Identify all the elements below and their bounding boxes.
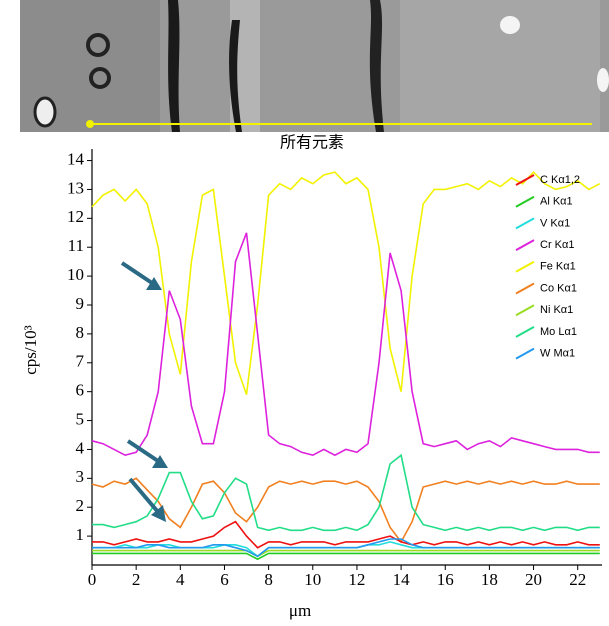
x-tick-label: 18 [481,570,498,589]
y-tick-label: 1 [76,525,85,544]
legend-label: Cr Kα1 [540,239,574,251]
series-line [92,453,600,532]
arrow [126,439,168,468]
chart-title: 所有元素 [280,133,344,152]
legend-swatch [515,326,535,338]
legend-swatch [515,217,535,230]
legend-label: Ni Kα1 [540,304,573,316]
y-tick-label: 10 [67,265,84,284]
y-tick-label: 2 [76,496,85,515]
micrograph-pore [86,33,110,57]
x-tick-label: 4 [176,570,185,589]
micrograph-particle [597,68,609,92]
x-tick-label: 0 [88,570,97,589]
y-tick-label: 3 [76,467,85,486]
arrow [128,477,166,522]
y-tick-label: 14 [67,149,85,168]
legend-label: C Kα1,2 [540,174,580,186]
x-tick-label: 14 [393,570,411,589]
x-tick-label: 22 [569,570,586,589]
y-tick-label: 12 [67,207,84,226]
micrograph-boundary [369,0,384,132]
legend-swatch [515,347,535,360]
x-tick-label: 20 [525,570,542,589]
legend-label: V Kα1 [540,217,570,229]
series-line [92,538,600,558]
legend-label: Co Kα1 [540,282,577,294]
annotations [120,261,168,522]
x-tick-label: 16 [437,570,454,589]
series-line [92,552,600,561]
series-line [91,170,601,395]
x-tick-label: 6 [220,570,229,589]
y-tick-label: 6 [76,381,85,400]
legend-label: Fe Kα1 [540,261,576,273]
legend-label: Mo Lα1 [540,326,577,338]
legend-swatch [515,239,535,251]
arrow [120,261,162,290]
micrograph-region [400,0,600,132]
y-tick-label: 8 [76,323,85,342]
legend: C Kα1,2 Al Kα1 V Kα1 Cr Kα1 Fe Kα1 Co Kα1 Ni K… [515,174,580,360]
legend-swatch [515,174,535,186]
legend-label: Al Kα1 [540,196,573,208]
micrograph-particle [500,16,520,34]
x-tick-label: 8 [264,570,273,589]
x-tick-label: 10 [304,570,321,589]
x-axis-label: μm [289,601,311,620]
legend-swatch [515,304,535,317]
micrograph-boundary [168,0,180,132]
y-tick-label: 5 [76,409,85,428]
y-tick-label: 11 [68,236,84,255]
micrograph [20,0,609,132]
y-tick-label: 7 [76,352,85,371]
x-tick-label: 12 [348,570,365,589]
scan-start [86,120,94,128]
y-axis-label: cps/10³ [21,325,40,374]
x-tick-label: 2 [132,570,141,589]
legend-swatch [515,195,535,208]
legend-swatch [515,260,535,273]
y-tick-label: 9 [76,294,85,313]
legend-label: W Mα1 [540,348,575,360]
micrograph-boundary [229,20,242,132]
legend-swatch [515,282,535,295]
micrograph-pore [89,67,111,89]
y-tick-label: 4 [76,438,85,457]
y-tick-label: 13 [67,178,84,197]
series-line [91,232,600,457]
series-line [92,520,600,549]
series-line [91,477,600,544]
micrograph-pore [33,96,57,128]
series-line [92,549,600,558]
